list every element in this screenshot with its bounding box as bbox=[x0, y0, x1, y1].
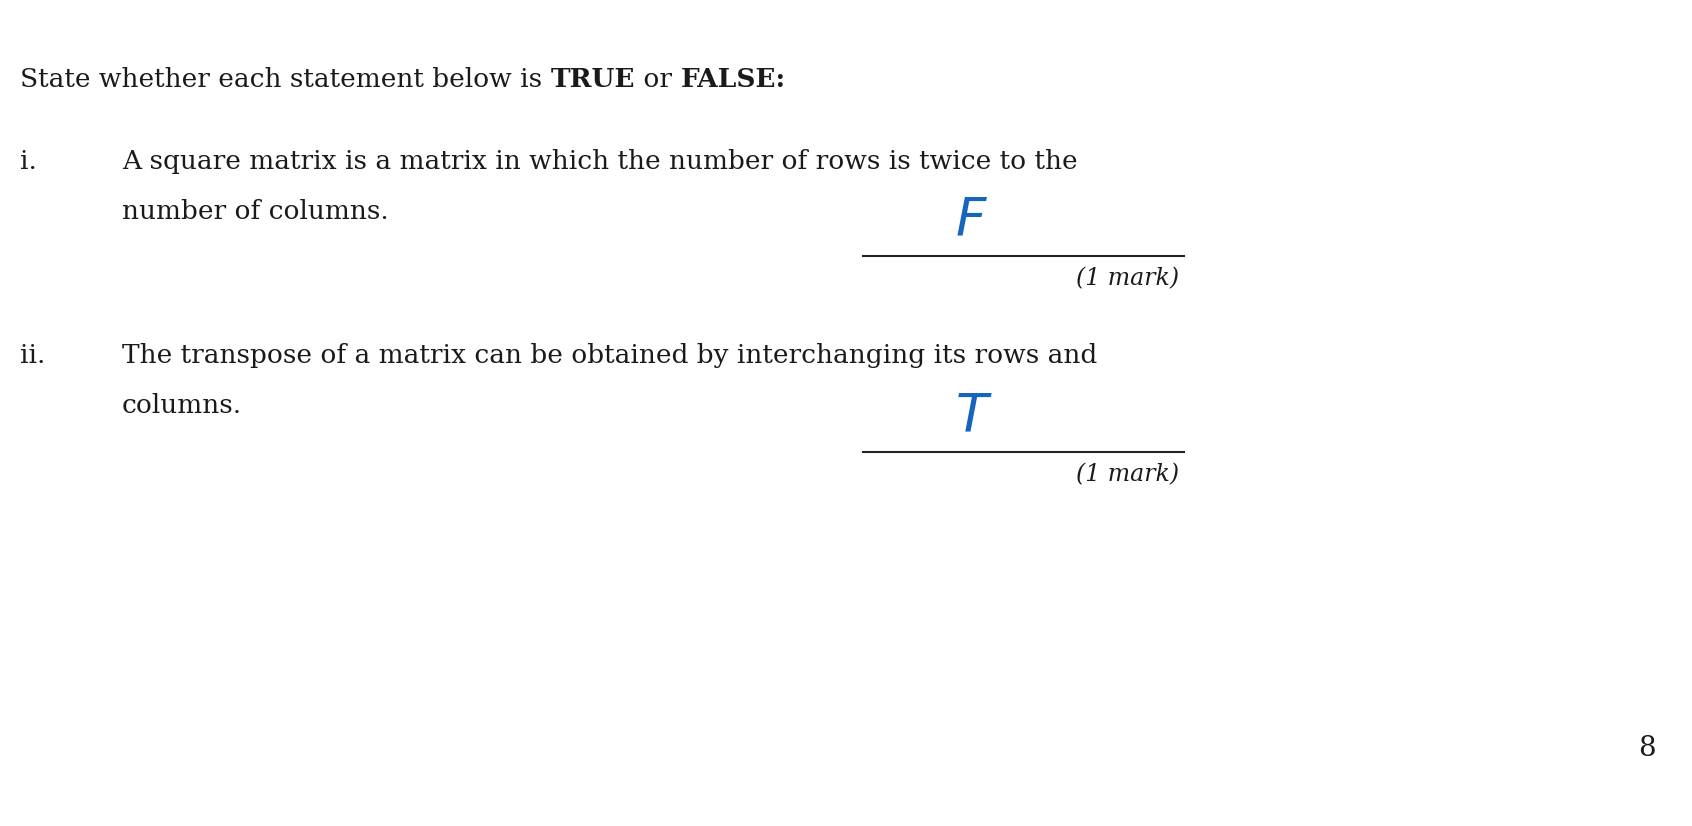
Text: T: T bbox=[956, 390, 988, 442]
Text: (1 mark): (1 mark) bbox=[1076, 463, 1179, 486]
Text: columns.: columns. bbox=[122, 393, 242, 418]
Text: ii.: ii. bbox=[20, 344, 46, 368]
Text: i.: i. bbox=[20, 150, 37, 174]
Text: 8: 8 bbox=[1638, 735, 1655, 762]
Text: The transpose of a matrix can be obtained by interchanging its rows and: The transpose of a matrix can be obtaine… bbox=[122, 344, 1096, 368]
Text: number of columns.: number of columns. bbox=[122, 199, 389, 224]
Text: TRUE: TRUE bbox=[552, 67, 634, 92]
Text: A square matrix is a matrix in which the number of rows is twice to the: A square matrix is a matrix in which the… bbox=[122, 150, 1078, 174]
Text: F: F bbox=[956, 194, 986, 246]
Text: or: or bbox=[634, 67, 680, 92]
Text: FALSE:: FALSE: bbox=[680, 67, 785, 92]
Text: (1 mark): (1 mark) bbox=[1076, 267, 1179, 290]
Text: State whether each statement below is: State whether each statement below is bbox=[20, 67, 552, 92]
